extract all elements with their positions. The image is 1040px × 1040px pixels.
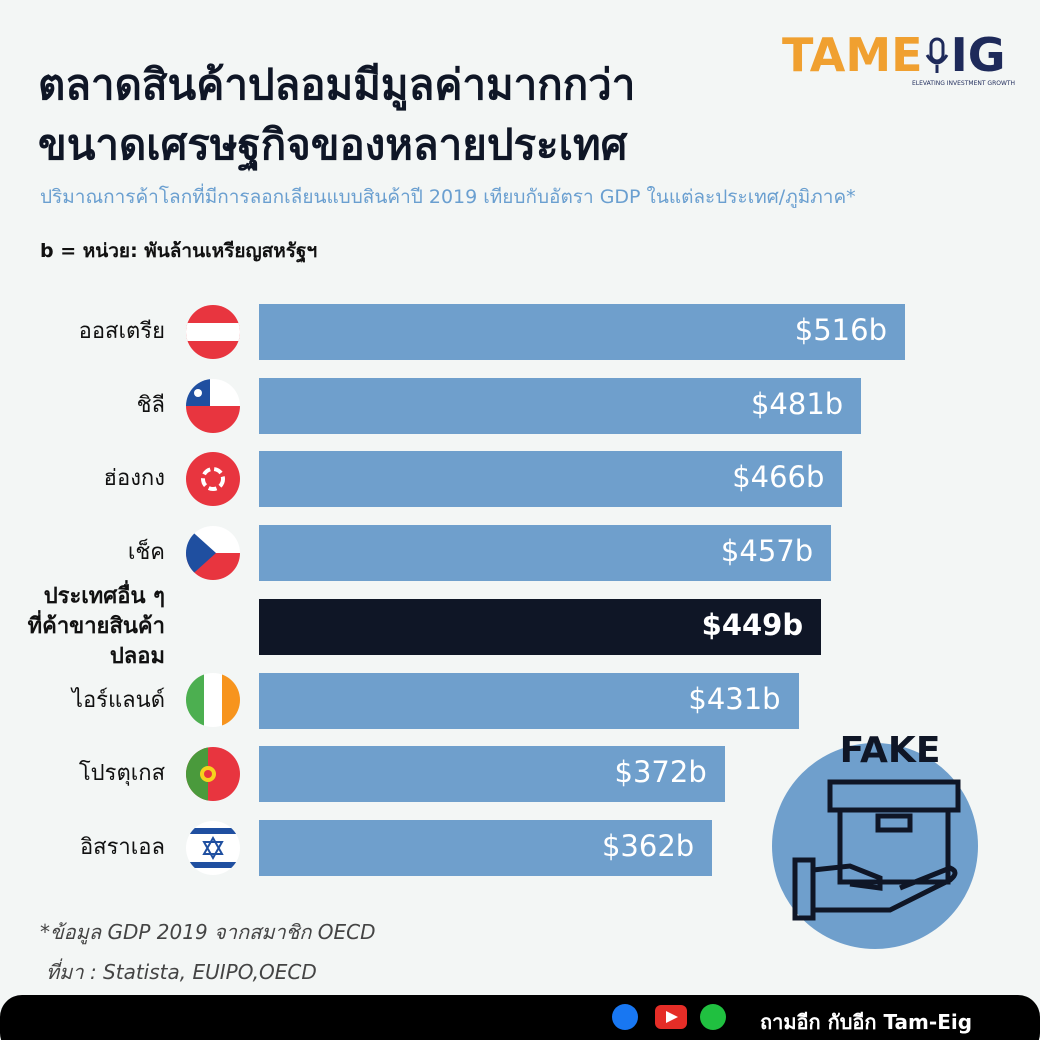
facebook-icon[interactable] [612, 1004, 638, 1030]
title-line: ตลาดสินค้าปลอมมีมูลค่ามากกว่า [38, 60, 636, 109]
flag [186, 452, 240, 506]
logo: TAME IG [782, 28, 1005, 82]
subtitle: ปริมาณการค้าโลกที่มีการลอกเลียนแบบสินค้า… [40, 186, 856, 208]
value-label: $372b [614, 755, 707, 790]
bar [259, 746, 725, 803]
bar [259, 304, 905, 360]
category-label: โปรตุเกส [78, 761, 165, 787]
footer-text: ถามอีก กับอีก Tam-Eig [760, 1010, 973, 1034]
category-label: ฮ่องกง [103, 466, 165, 492]
logo-mic [925, 37, 948, 73]
illustration-circle [772, 743, 978, 949]
bar [259, 598, 822, 655]
value-label: $449b [701, 607, 804, 642]
value-label: $481b [750, 386, 844, 421]
title-line: ขนาดเศรษฐกิจของหลายประเทศ [38, 120, 628, 169]
flag [186, 526, 240, 580]
logo-left: TAME [782, 28, 923, 82]
flag [186, 379, 240, 433]
category-label: ประเทศอื่น ๆ ที่ค้าขายสินค้าปลอม [27, 583, 165, 669]
bar [259, 377, 862, 434]
note: ที่มา : Statista, EUIPO,OECD [46, 960, 317, 984]
illustration-label: FAKE [840, 730, 941, 771]
category-label: เช็ค [127, 540, 165, 566]
value-label: $362b [601, 828, 695, 863]
unit-note: b = หน่วย: พันล้านเหรียญสหรัฐฯ [40, 240, 318, 262]
logo-tagline: ELEVATING INVESTMENT GROWTH [912, 80, 1016, 87]
flag [186, 747, 240, 801]
category-label: ออสเตรีย [78, 319, 165, 344]
flag [186, 821, 240, 875]
category-label: ไอร์แลนด์ [71, 687, 165, 713]
category-label: อิสราเอล [79, 834, 165, 860]
note: *ข้อมูล GDP 2019 จากสมาชิก OECD [40, 920, 376, 944]
footer-bar [0, 995, 1040, 1040]
value-label: $457b [720, 534, 814, 569]
value-label: $431b [688, 681, 781, 716]
bar [259, 451, 843, 508]
bar [259, 819, 713, 876]
bar [259, 525, 832, 582]
line-icon[interactable] [700, 1004, 726, 1030]
value-label: $516b [794, 313, 887, 347]
flag [186, 673, 240, 727]
bar [259, 672, 799, 729]
category-label: ชิลี [136, 392, 165, 418]
logo-right: IG [950, 28, 1006, 82]
illustration-box [792, 779, 961, 921]
value-label: $466b [732, 460, 825, 495]
flag [186, 305, 240, 359]
